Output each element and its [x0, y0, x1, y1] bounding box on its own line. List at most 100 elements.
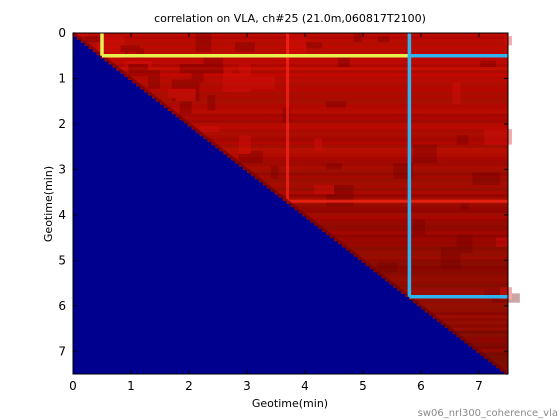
heatmap-patch [112, 36, 121, 55]
heatmap-patch [286, 36, 307, 55]
heatmap-patch [452, 82, 461, 105]
heatmap-row [171, 110, 509, 115]
y-tick-label: 7 [58, 344, 66, 358]
heatmap-patch [124, 60, 153, 68]
heatmap-row [270, 188, 509, 192]
heatmap-row [326, 231, 509, 235]
y-axis-ticks: 0 1 2 3 4 5 6 7 [58, 26, 508, 358]
heatmap-row [179, 116, 509, 121]
heatmap-row [211, 141, 509, 146]
heatmap-row [148, 91, 509, 96]
heatmap-patch [377, 262, 398, 272]
heatmap-patch [191, 64, 204, 83]
heatmap-row [243, 166, 509, 170]
heatmap-row [116, 67, 509, 71]
heatmap-row [369, 265, 509, 270]
heatmap-row [290, 203, 509, 208]
heatmap-patch [108, 36, 125, 58]
heatmap-row [330, 234, 509, 239]
heatmap-row [421, 305, 509, 310]
heatmap-row [195, 129, 509, 133]
x-tick-label: 2 [185, 379, 193, 393]
heatmap-row [167, 107, 509, 111]
heatmap-patch [203, 57, 224, 74]
y-tick-label: 0 [58, 26, 66, 40]
heatmap-patch [377, 36, 390, 43]
heatmap-row [373, 268, 509, 273]
heatmap-row [413, 299, 509, 304]
heatmap-row [452, 330, 509, 335]
heatmap-row [381, 274, 509, 279]
heatmap-patch [136, 48, 145, 58]
x-axis-label: Geotime(min) [252, 397, 328, 410]
heatmap-row [401, 290, 509, 294]
heatmap-patch [167, 88, 192, 99]
heatmap-row [247, 169, 509, 173]
heatmap-patch [314, 138, 323, 151]
heatmap-patch [496, 237, 508, 247]
heatmap-patch [480, 60, 497, 68]
heatmap-patch [413, 219, 425, 235]
heatmap-row [393, 284, 509, 288]
heatmap-patch [207, 95, 216, 111]
heatmap-row [92, 48, 509, 53]
x-tick-label: 5 [359, 379, 367, 393]
heatmap-patch [440, 246, 461, 269]
heatmap-patch [500, 287, 512, 300]
heatmap-row [250, 172, 509, 177]
x-axis-ticks: 0 1 2 3 4 5 6 7 [69, 33, 483, 393]
heatmap-row [96, 51, 509, 56]
heatmap-patch [460, 203, 469, 210]
heatmap-patch [270, 166, 279, 179]
heatmap-patch [472, 172, 501, 185]
horizontal-stripe [287, 199, 508, 203]
diagonal-band [72, 31, 509, 376]
heatmap-patch [484, 129, 512, 145]
heatmap-row [282, 197, 509, 201]
y-axis-label: Geotime(min) [42, 166, 55, 242]
heatmap-row [144, 88, 509, 93]
heatmap-row [128, 76, 509, 80]
heatmap-row [397, 287, 509, 291]
heatmap-patch [148, 70, 160, 89]
heatmap-row [322, 228, 509, 232]
heatmap-row [349, 250, 509, 254]
chart-title: correlation on VLA, ch#25 (21.0m,060817T… [154, 12, 426, 25]
x-tick-label: 7 [475, 379, 483, 393]
heatmap-row [377, 271, 509, 276]
heatmap-row [314, 222, 509, 226]
heatmap-patch [116, 45, 141, 52]
heatmap-row [389, 281, 509, 285]
heatmap-row [334, 237, 509, 242]
heatmap-row [163, 104, 509, 108]
heatmap-patch [484, 290, 501, 297]
heatmap-row [235, 160, 509, 164]
figure-filename: sw06_nrl300_coherence_vla [418, 408, 558, 419]
heatmap-patch [239, 64, 251, 86]
heatmap-row [274, 191, 509, 195]
heatmap-row [223, 150, 509, 155]
heatmap-patch [175, 88, 196, 102]
heatmap-row [108, 60, 509, 65]
heatmap-row [124, 73, 509, 77]
heatmap-patch [96, 45, 113, 52]
heatmap-patch [456, 234, 473, 254]
heatmap-row [306, 215, 509, 220]
heatmap-row [80, 39, 509, 43]
heatmap-patch [326, 101, 346, 108]
heatmap-row [464, 339, 509, 344]
heatmap-patch [223, 73, 251, 92]
heatmap-row [476, 349, 509, 353]
heatmap-patch [413, 144, 437, 164]
heatmap-patch [76, 33, 89, 37]
heatmap-row [207, 138, 509, 142]
y-tick-label: 2 [58, 117, 66, 131]
heatmap-row [219, 147, 509, 152]
heatmap-patch [223, 70, 232, 92]
heatmap-row [337, 240, 509, 245]
heatmap-patch [116, 45, 129, 58]
heatmap-row [152, 95, 509, 99]
heatmap-row [136, 82, 509, 87]
heatmap-patch [84, 36, 101, 43]
heatmap-row [492, 361, 509, 366]
